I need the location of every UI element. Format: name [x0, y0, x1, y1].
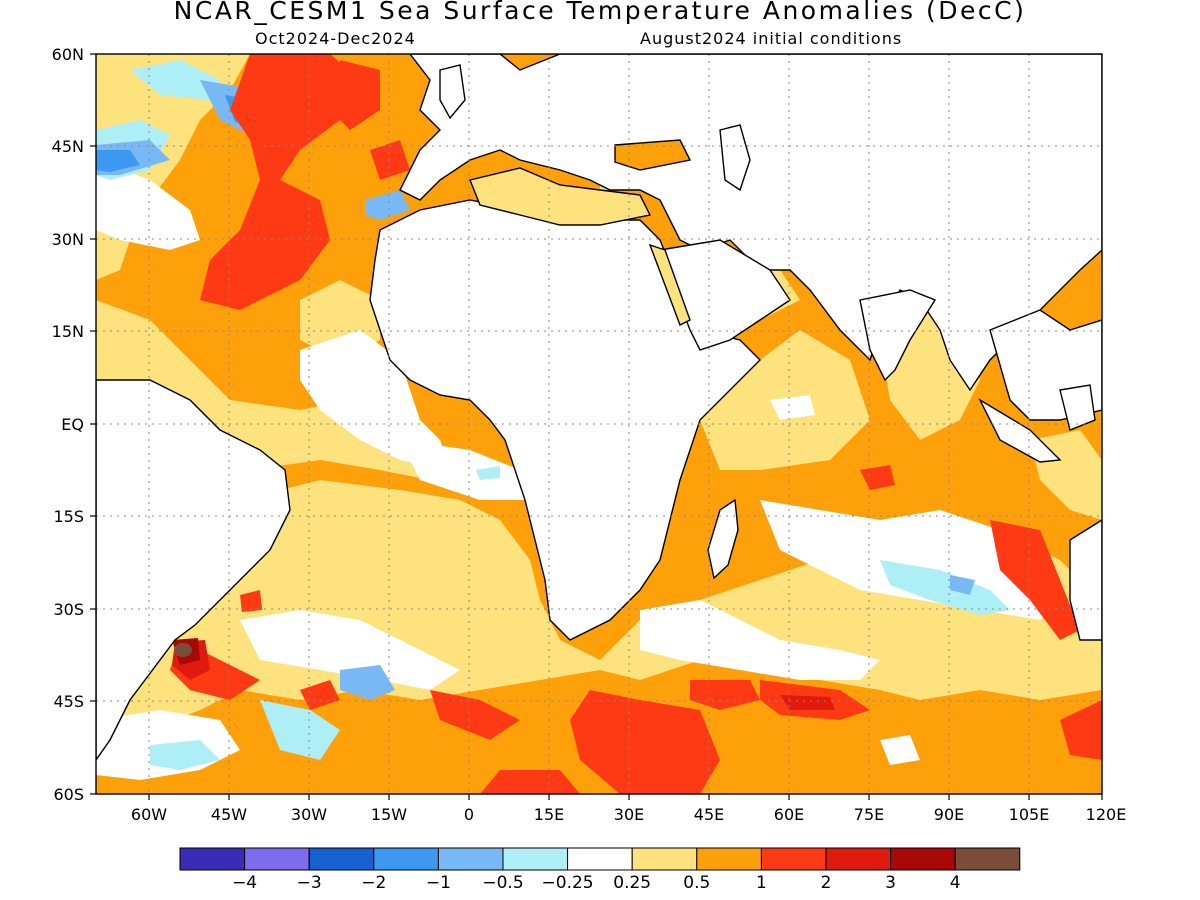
gridlines — [96, 54, 1102, 794]
lat-label: 15S — [53, 507, 84, 526]
lat-label: 30S — [53, 600, 84, 619]
britain — [439, 64, 466, 120]
colorbar-tick-label: 1 — [756, 873, 767, 893]
axis-ticks — [90, 53, 1103, 800]
lat-label: 30N — [52, 230, 84, 249]
lon-label: 45E — [694, 805, 724, 824]
forecast-period: Oct2024-Dec2024 — [255, 29, 416, 48]
borneo — [1059, 384, 1096, 431]
anomaly-near-zero — [96, 160, 1060, 780]
lon-label: 30E — [614, 805, 644, 824]
colorbar-tick-label: 4 — [950, 873, 961, 893]
lat-label: 60S — [53, 785, 84, 804]
colorbar-swatch — [760, 847, 827, 871]
lon-label: 0 — [464, 805, 474, 824]
indonesia — [978, 398, 1062, 463]
caspian-sea — [719, 124, 751, 192]
latitude-labels: 60N 45N 30N 15N EQ 15S 30S 45S 60S — [52, 45, 84, 804]
colorbar — [179, 847, 1021, 871]
anomaly-1-2 — [170, 54, 1102, 794]
anomaly-gt-4 — [174, 643, 192, 657]
colorbar-swatch — [437, 847, 504, 871]
colorbar-tick-label: −2 — [361, 873, 386, 893]
lon-label: 60E — [774, 805, 804, 824]
colorbar-tick-label: 0.25 — [613, 873, 651, 893]
colorbar-tick-label: −1 — [426, 873, 451, 893]
lon-label: 60W — [131, 805, 167, 824]
madagascar — [707, 498, 739, 580]
land — [96, 54, 1102, 762]
india — [859, 289, 937, 382]
south-america — [96, 379, 291, 762]
red-sea — [648, 243, 691, 326]
black-sea — [614, 139, 692, 171]
colorbar-swatch — [954, 847, 1021, 871]
lon-label: 90E — [934, 805, 964, 824]
colorbar-tick-label: −3 — [297, 873, 322, 893]
lon-label: 30W — [291, 805, 327, 824]
lat-label: 15N — [52, 322, 84, 341]
colorbar-tick-label: −0.5 — [482, 873, 523, 893]
lat-label: 60N — [52, 45, 84, 64]
colorbar-swatch — [373, 847, 439, 871]
colorbar-swatch — [502, 847, 569, 871]
initial-conditions: August2024 initial conditions — [640, 29, 903, 48]
lon-label: 105E — [1009, 805, 1050, 824]
colorbar-tick-label: −4 — [232, 873, 257, 893]
mediterranean-sea — [469, 167, 652, 226]
lat-label: 45N — [52, 137, 84, 156]
colorbar-labels: −4 −3 −2 −1 −0.5 −0.25 0.25 0.5 1 2 3 4 — [232, 873, 961, 893]
colorbar-swatch — [179, 847, 246, 871]
colorbar-swatch — [244, 847, 310, 871]
lon-label: 15E — [534, 805, 564, 824]
lon-label: 120E — [1086, 805, 1127, 824]
africa — [369, 199, 761, 641]
map-title: NCAR_CESM1 Sea Surface Temperature Anoma… — [173, 0, 1027, 25]
anomaly-field — [96, 54, 1102, 794]
colorbar-swatch — [825, 847, 892, 871]
colorbar-swatch — [567, 847, 633, 871]
colorbar-swatch — [308, 847, 375, 871]
colorbar-swatch — [890, 847, 956, 871]
colorbar-tick-label: −0.25 — [542, 873, 594, 893]
lon-label: 45W — [211, 805, 247, 824]
longitude-labels: 60W 45W 30W 15W 0 15E 30E 45E 60E 75E 90… — [131, 805, 1126, 824]
lat-label: 45S — [53, 692, 84, 711]
australia — [1069, 519, 1102, 641]
colorbar-tick-label: 0.5 — [683, 873, 710, 893]
lon-label: 15W — [371, 805, 407, 824]
lat-label: EQ — [61, 415, 84, 434]
colorbar-swatch — [631, 847, 698, 871]
colorbar-tick-label: 2 — [821, 873, 832, 893]
colorbar-swatch — [696, 847, 762, 871]
colorbar-tick-label: 3 — [885, 873, 896, 893]
lon-label: 75E — [854, 805, 884, 824]
